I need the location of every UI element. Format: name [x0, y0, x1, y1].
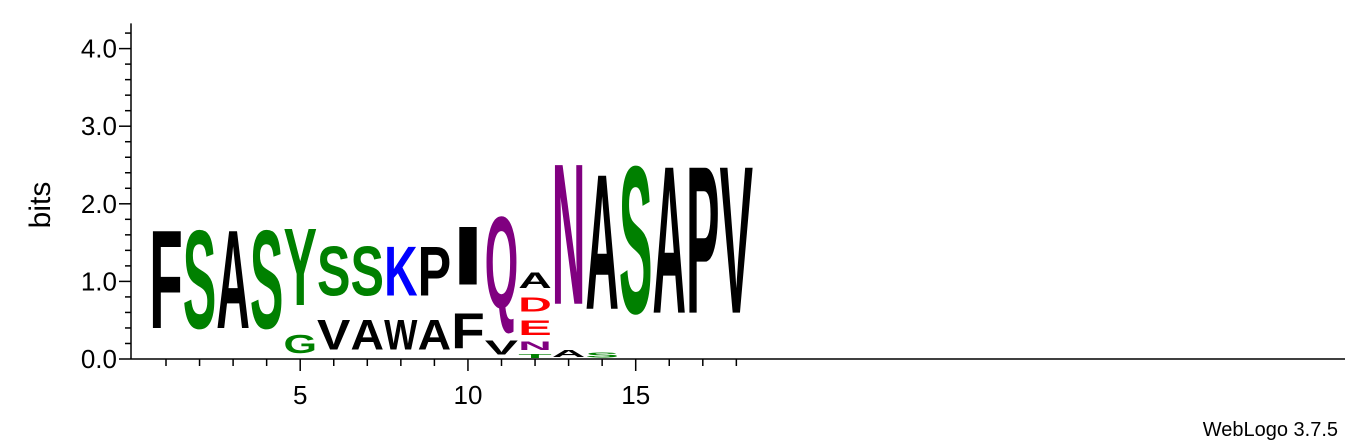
logo-letter: V: [485, 337, 519, 359]
logo-letter: I: [451, 209, 484, 303]
letter-stack: GY: [283, 206, 317, 359]
letter-stack: P: [686, 123, 719, 358]
letter-stack: VQ: [485, 189, 519, 359]
letter-stack: S: [250, 202, 283, 359]
letter-stack: S: [619, 123, 652, 358]
y-tick-label: 0.0: [81, 344, 117, 374]
letter-stack: FI: [451, 209, 484, 360]
logo-letter: P: [418, 232, 451, 310]
logo-letter: W: [384, 311, 418, 359]
logo-letter: A: [216, 202, 249, 359]
x-tick-label: 15: [621, 380, 650, 410]
y-axis: 0.0 1.0 2.0 3.0 4.0: [81, 23, 132, 374]
x-tick-label: 5: [293, 380, 307, 410]
x-tick-label: 10: [453, 380, 482, 410]
logo-letter: A: [585, 134, 618, 350]
letter-stack: VS: [317, 232, 350, 359]
logo-letter: S: [317, 232, 350, 310]
logo-letter: N: [518, 340, 551, 353]
logo-letter: F: [451, 304, 484, 359]
logo-letter: V: [720, 123, 753, 358]
logo-letter: K: [384, 231, 418, 310]
logo-letter: Q: [485, 189, 518, 335]
letter-stack: V: [720, 123, 753, 358]
letter-stack: F: [149, 200, 182, 358]
logo-letter: Y: [283, 206, 317, 330]
letter-stack: AP: [418, 232, 451, 359]
letter-stack: A: [216, 202, 249, 359]
logo-letter: N: [552, 123, 585, 348]
logo-letter: V: [317, 311, 350, 359]
logo-letter: G: [283, 330, 316, 360]
logo-letter: P: [686, 123, 719, 358]
letter-stack: AS: [351, 232, 384, 359]
logo-letter: A: [552, 348, 586, 359]
y-tick-label: 2.0: [81, 189, 117, 219]
letter-stack: WK: [384, 231, 418, 359]
logo-letter: A: [653, 123, 687, 358]
logo-letter: E: [518, 317, 552, 340]
y-tick-label: 1.0: [81, 266, 117, 296]
y-tick-label: 3.0: [81, 111, 117, 141]
x-axis: 5 10 15: [131, 358, 1345, 410]
logo-letter: S: [585, 351, 618, 359]
logo-letter: T: [518, 353, 552, 359]
letter-stack: AN: [552, 123, 586, 359]
y-tick-label: 4.0: [81, 34, 117, 64]
logo-letter: A: [518, 268, 551, 293]
y-axis-label: bits: [24, 182, 57, 229]
letter-stack: S: [183, 202, 216, 359]
logo-letter: A: [351, 312, 384, 359]
logo-letter: S: [183, 202, 216, 359]
logo-letter: A: [418, 312, 451, 359]
letter-stack: SA: [585, 134, 618, 359]
credit-label: WebLogo 3.7.5: [1203, 419, 1338, 441]
letter-stack: A: [653, 123, 687, 358]
logo-letter: S: [619, 123, 652, 358]
logo-letter: S: [351, 232, 384, 310]
logo-letter: S: [250, 202, 283, 359]
logo-letter: D: [518, 293, 551, 317]
logo-letter: F: [149, 200, 182, 358]
